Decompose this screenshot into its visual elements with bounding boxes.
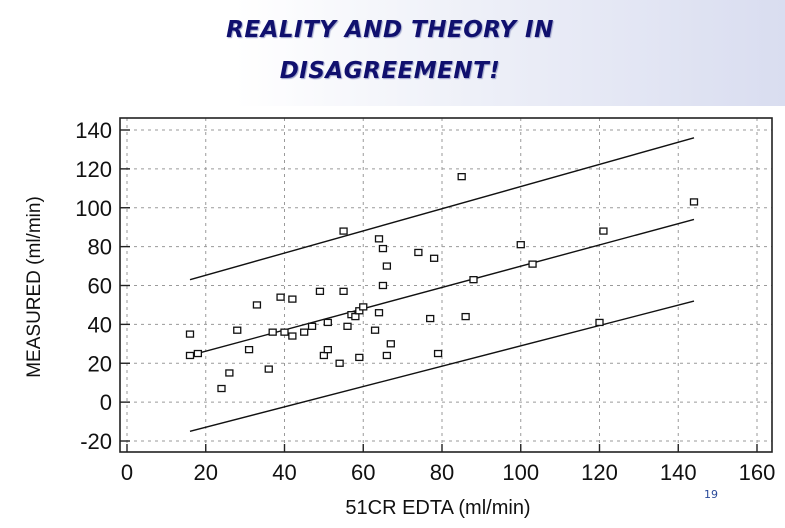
data-point [355, 353, 364, 362]
title-banner [0, 0, 785, 106]
x-tick-label: 20 [194, 460, 218, 485]
data-point [374, 235, 384, 243]
data-point [414, 248, 423, 257]
y-tick-label: 120 [75, 157, 112, 182]
data-point [339, 227, 348, 235]
data-point [378, 281, 388, 290]
slide-title-line-2: DISAGREEMENT! [279, 58, 501, 84]
x-tick-label: 60 [351, 460, 375, 485]
data-point [516, 241, 525, 249]
data-point [300, 328, 309, 336]
data-point [244, 345, 254, 354]
y-tick-label: 0 [100, 390, 112, 415]
data-point [343, 322, 352, 330]
data-point [426, 314, 435, 323]
data-point [323, 318, 332, 327]
slide-title: REALITY AND THEORY IN DISAGREEMENT! [160, 10, 620, 92]
x-tick-label: 100 [502, 460, 539, 485]
slide-title-line-1: REALITY AND THEORY IN [226, 17, 554, 43]
data-point [323, 345, 332, 354]
data-point [252, 301, 262, 309]
page-number: 19 [704, 488, 718, 501]
data-point [351, 312, 360, 321]
x-tick-label: 120 [581, 460, 618, 485]
y-tick-label: 20 [88, 351, 112, 376]
trend-line [189, 137, 695, 281]
data-point [225, 369, 234, 377]
data-point [374, 309, 384, 317]
data-point [595, 318, 604, 327]
data-point [433, 349, 443, 358]
data-point [382, 262, 392, 270]
x-tick-label: 0 [121, 460, 133, 485]
grid-layer [120, 118, 772, 452]
data-point [378, 244, 388, 253]
y-tick-label: -20 [80, 429, 112, 454]
data-point [185, 330, 195, 338]
x-tick-label: 80 [430, 460, 454, 485]
data-point [217, 384, 226, 393]
data-point [386, 340, 395, 348]
data-point [233, 326, 242, 334]
data-point [276, 293, 285, 301]
data-point [185, 351, 195, 360]
data-point [370, 326, 380, 334]
data-point [339, 287, 348, 295]
data-point [319, 351, 329, 360]
data-point [461, 312, 470, 321]
data-point [280, 328, 289, 336]
data-point [193, 349, 203, 358]
data-point [264, 365, 273, 373]
plot-background [0, 106, 785, 528]
y-tick-label: 140 [75, 118, 112, 143]
data-point [528, 260, 537, 268]
y-tick-label: 80 [88, 235, 112, 260]
data-point-layer [185, 172, 699, 393]
data-point [689, 198, 699, 206]
data-point [288, 332, 297, 340]
data-point [307, 322, 317, 330]
data-point [268, 328, 277, 336]
x-tick-label: 140 [660, 460, 697, 485]
data-point [469, 276, 478, 284]
x-tick-label: 40 [272, 460, 296, 485]
x-axis-label: 51CR EDTA (ml/min) [345, 497, 530, 519]
frame-layer [119, 117, 773, 453]
y-tick-label: 60 [88, 274, 112, 299]
y-tick-label: 100 [75, 196, 112, 221]
data-point [599, 227, 608, 235]
data-point [382, 351, 392, 360]
data-point [429, 254, 439, 262]
y-axis-label: MEASURED (ml/min) [24, 196, 45, 378]
trend-line [189, 300, 695, 432]
y-tick-label: 40 [88, 312, 112, 337]
data-point [315, 287, 325, 295]
data-point [335, 359, 344, 367]
data-point [288, 295, 297, 303]
data-point [457, 172, 466, 181]
data-point [359, 303, 368, 311]
x-tick-label: 160 [739, 460, 776, 485]
tick-label-layer: 140 120 100 80 60 40 20 0 -20 0 20 40 60 80 100 120 140 1… [75, 118, 775, 485]
